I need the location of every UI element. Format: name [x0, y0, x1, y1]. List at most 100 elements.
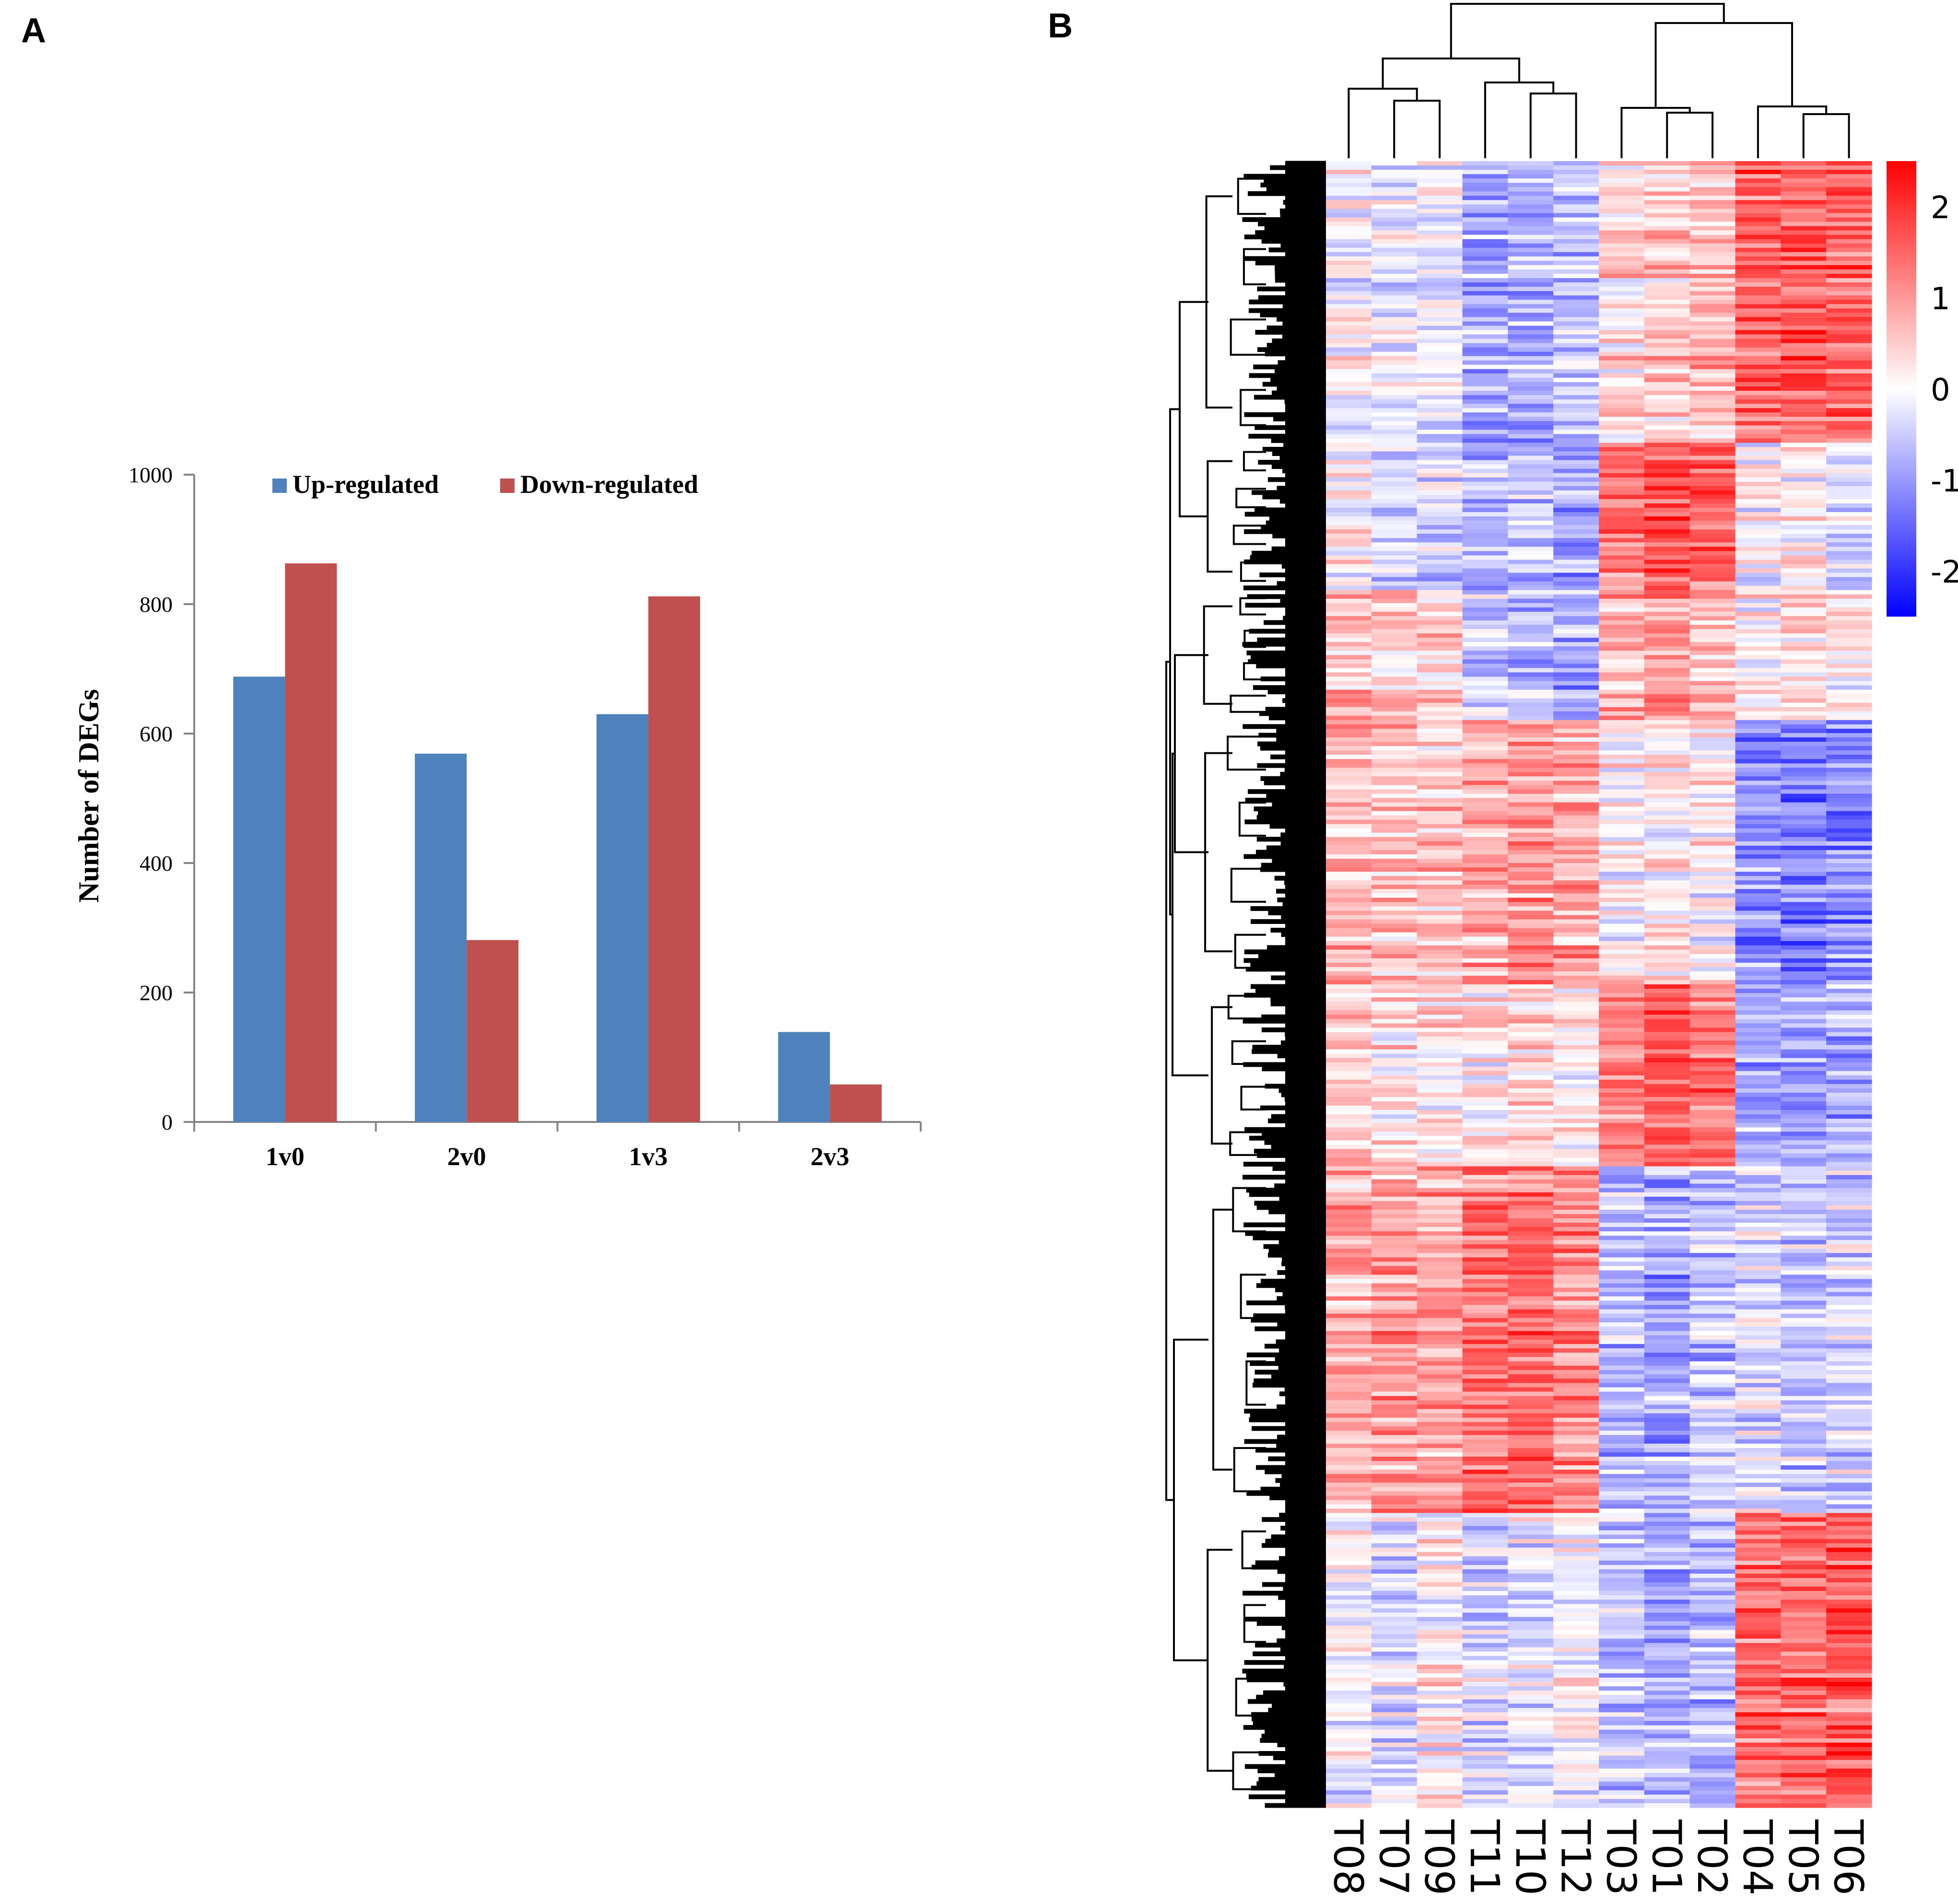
heatmap-cell — [1644, 711, 1690, 716]
heatmap-cell — [1826, 1101, 1872, 1106]
heatmap-cell — [1553, 876, 1599, 881]
heatmap-cell — [1417, 1600, 1463, 1604]
heatmap-cell — [1462, 1465, 1508, 1470]
heatmap-cell — [1462, 161, 1508, 166]
heatmap-cell — [1826, 1773, 1872, 1778]
heatmap-cell — [1553, 872, 1599, 876]
heatmap-cell — [1371, 1270, 1418, 1275]
heatmap-cell — [1508, 915, 1554, 920]
heatmap-cell — [1599, 481, 1645, 487]
heatmap-cell — [1326, 204, 1372, 210]
heatmap-cell — [1599, 1283, 1645, 1288]
heatmap-cell — [1371, 486, 1418, 491]
heatmap-cell — [1735, 655, 1781, 660]
bar-up-2v0 — [415, 753, 467, 1122]
heatmap-cell — [1508, 551, 1554, 556]
heatmap-cell — [1326, 1560, 1372, 1565]
heatmap-cell — [1644, 1357, 1690, 1362]
heatmap-cell — [1826, 1331, 1872, 1336]
heatmap-cell — [1781, 1695, 1827, 1700]
heatmap-cell — [1599, 1721, 1645, 1726]
heatmap-cell — [1462, 477, 1508, 482]
heatmap-cell — [1826, 209, 1872, 214]
heatmap-cell — [1689, 187, 1736, 192]
heatmap-cell — [1735, 1209, 1781, 1215]
heatmap-cell — [1462, 222, 1508, 227]
heatmap-cell — [1326, 1565, 1372, 1570]
heatmap-cell — [1826, 1530, 1872, 1535]
heatmap-cell — [1689, 395, 1736, 400]
heatmap-cell — [1689, 260, 1736, 266]
heatmap-cell — [1735, 811, 1781, 816]
heatmap-cell — [1508, 1777, 1554, 1782]
heatmap-cell — [1599, 1587, 1645, 1591]
heatmap-cell — [1826, 1457, 1872, 1461]
heatmap-cell — [1781, 269, 1827, 274]
heatmap-cell — [1735, 282, 1781, 287]
heatmap-cell — [1462, 1313, 1508, 1319]
heatmap-cell — [1644, 1114, 1690, 1119]
heatmap-cell — [1508, 464, 1554, 469]
heatmap-cell — [1689, 1136, 1736, 1141]
heatmap-cell — [1781, 1483, 1827, 1487]
heatmap-cell — [1644, 191, 1690, 196]
heatmap-cell — [1326, 230, 1372, 235]
heatmap-cell — [1826, 1032, 1872, 1037]
heatmap-cell — [1735, 1530, 1781, 1535]
heatmap-cell — [1689, 217, 1736, 222]
heatmap-cell — [1735, 577, 1781, 582]
heatmap-cell — [1781, 399, 1827, 404]
heatmap-cell — [1462, 1574, 1508, 1578]
heatmap-cell — [1644, 1019, 1690, 1024]
heatmap-cell — [1735, 1552, 1781, 1557]
heatmap-cell — [1689, 1157, 1736, 1163]
heatmap-cell — [1371, 334, 1418, 339]
heatmap-cell — [1644, 872, 1690, 876]
heatmap-cell — [1371, 1686, 1418, 1691]
heatmap-cell — [1326, 382, 1372, 387]
heatmap-cell — [1689, 1587, 1736, 1591]
heatmap-cell — [1508, 1366, 1554, 1370]
heatmap-cell — [1644, 351, 1690, 357]
heatmap-cell — [1553, 516, 1599, 521]
heatmap-cell — [1689, 958, 1736, 963]
heatmap-cell — [1735, 451, 1781, 456]
heatmap-cell — [1371, 1097, 1418, 1102]
heatmap-cell — [1644, 1578, 1690, 1583]
heatmap-cell — [1417, 603, 1463, 608]
heatmap-cell — [1553, 858, 1599, 864]
heatmap-cell — [1781, 1682, 1827, 1687]
heatmap-cell — [1553, 1483, 1599, 1487]
heatmap-cell — [1644, 911, 1690, 916]
heatmap-cell — [1417, 989, 1463, 993]
heatmap-cell — [1599, 304, 1645, 309]
heatmap-cell — [1508, 590, 1554, 595]
heatmap-cell — [1826, 1521, 1872, 1527]
heatmap-cell — [1735, 620, 1781, 625]
heatmap-cell — [1508, 1508, 1554, 1514]
heatmap-cell — [1553, 1768, 1599, 1774]
heatmap-cell — [1508, 1218, 1554, 1223]
heatmap-cell — [1599, 1578, 1645, 1583]
heatmap-cell — [1781, 213, 1827, 218]
heatmap-cell — [1326, 390, 1372, 396]
heatmap-cell — [1371, 1309, 1418, 1314]
heatmap-cell — [1508, 1002, 1554, 1006]
heatmap-cell — [1735, 317, 1781, 322]
heatmap-cell — [1735, 1170, 1781, 1176]
heatmap-cell — [1371, 1088, 1418, 1093]
heatmap-cell — [1462, 794, 1508, 799]
heatmap-cell — [1689, 1534, 1736, 1540]
heatmap-cell — [1689, 499, 1736, 504]
heatmap-cell — [1781, 1028, 1827, 1033]
heatmap-cell — [1735, 1053, 1781, 1059]
heatmap-cell — [1462, 1495, 1508, 1500]
heatmap-cell — [1689, 741, 1736, 747]
heatmap-cell — [1371, 845, 1418, 851]
heatmap-cell — [1371, 464, 1418, 469]
heatmap-cell — [1553, 317, 1599, 322]
heatmap-cell — [1326, 1084, 1372, 1089]
heatmap-cell — [1553, 1287, 1599, 1293]
heatmap-cell — [1735, 1604, 1781, 1609]
heatmap-cell — [1417, 889, 1463, 894]
